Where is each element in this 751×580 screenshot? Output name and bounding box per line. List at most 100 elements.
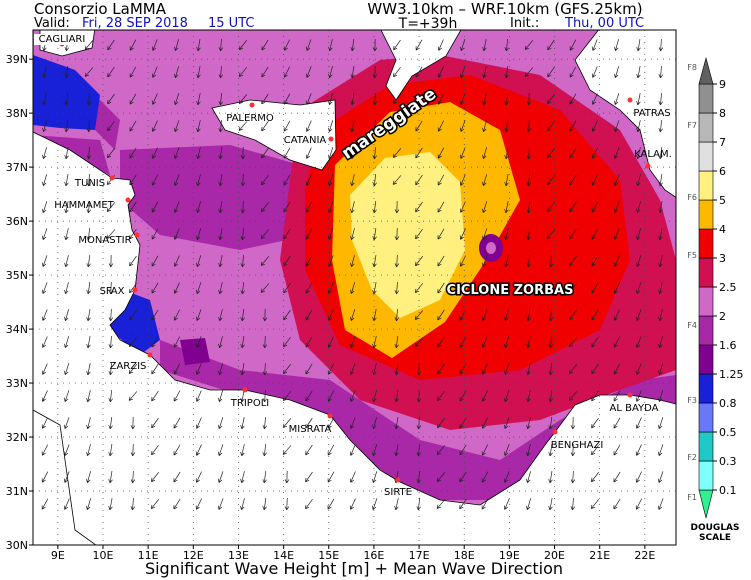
wave-arrow	[63, 498, 70, 510]
wave-arrow	[173, 363, 181, 375]
wave-arrow	[613, 255, 620, 267]
wave-arrow	[260, 202, 269, 213]
wave-arrow	[372, 65, 378, 79]
wave-arrow	[283, 39, 290, 51]
wave-arrow	[569, 228, 577, 240]
wave-arrow	[394, 498, 399, 511]
wave-arrow	[349, 498, 356, 510]
wave-arrow	[526, 92, 532, 106]
wave-arrow	[41, 471, 49, 483]
wave-arrow	[548, 498, 553, 511]
wave-arrow	[240, 281, 245, 295]
wave-arrow	[261, 174, 269, 186]
wave-arrow	[41, 417, 48, 429]
wave-arrow	[195, 498, 202, 510]
wave-arrow	[636, 309, 642, 321]
wave-arrow	[613, 444, 621, 456]
wave-zone	[350, 152, 465, 318]
wave-arrow	[372, 119, 378, 133]
wave-arrow	[151, 201, 159, 213]
wave-arrow	[481, 471, 489, 483]
wave-arrow	[658, 38, 664, 52]
wave-arrow	[262, 308, 268, 322]
wave-arrow	[173, 390, 181, 402]
wave-arrow	[350, 201, 355, 214]
wave-arrow	[613, 336, 620, 348]
wave-arrow	[350, 363, 356, 375]
wave-arrow	[262, 362, 268, 376]
wave-arrow	[282, 391, 292, 402]
wave-arrow	[415, 147, 423, 159]
wave-arrow	[173, 336, 180, 348]
wave-arrow	[436, 418, 445, 429]
wave-arrow	[481, 309, 488, 321]
wave-arrow	[107, 120, 115, 132]
wave-arrow	[240, 146, 246, 160]
city-marker	[645, 163, 651, 169]
wave-arrow	[481, 282, 488, 294]
wave-arrow	[107, 39, 115, 51]
africa	[33, 131, 676, 545]
wave-arrow	[548, 417, 553, 430]
city-label: CATANIA	[284, 135, 327, 146]
wave-arrow	[636, 93, 641, 106]
wave-arrow	[547, 39, 555, 51]
wave-arrow	[64, 174, 69, 187]
wave-arrow	[658, 390, 664, 402]
wave-arrow	[658, 363, 663, 376]
wave-arrow	[658, 336, 663, 349]
wave-arrow	[350, 309, 356, 321]
wave-arrow	[394, 308, 399, 322]
wave-zone	[160, 340, 676, 500]
wave-arrow	[658, 309, 663, 322]
colorbar-label: 7	[719, 136, 726, 149]
wave-arrow	[86, 92, 92, 106]
wave-arrow	[504, 93, 509, 106]
wave-arrow	[151, 228, 159, 240]
wave-arrow	[526, 336, 531, 349]
city-label: KALAM.	[634, 149, 672, 160]
wave-arrow	[129, 120, 137, 132]
city-label: PALERMO	[226, 113, 274, 124]
wave-arrow	[240, 498, 245, 511]
x-tick-label: 9E	[51, 549, 65, 562]
wave-arrow	[349, 390, 356, 402]
wave-arrow	[437, 390, 445, 402]
wave-arrow	[64, 336, 70, 348]
wave-arrow	[635, 390, 642, 402]
wave-zone	[95, 95, 120, 150]
wave-arrow	[64, 363, 70, 375]
wave-arrow	[569, 147, 577, 159]
wave-arrow	[614, 120, 620, 132]
valid-label: Valid:	[34, 16, 70, 31]
wave-arrow	[526, 390, 531, 403]
colorbar-band	[698, 141, 714, 172]
wave-arrow	[173, 201, 180, 213]
colorbar-label: 0.3	[719, 455, 737, 468]
colorbar-band	[698, 228, 714, 259]
colorbar: 0.1 0.3 0.5 0.8 1.25 1.6 2 2.5 3 4 5 6 7 8 9 F1 F2 F3 F4 F5…	[687, 56, 744, 519]
valid-date: Fri, 28 SEP 2018	[82, 16, 188, 31]
wave-arrow	[240, 336, 245, 349]
wave-arrow	[350, 120, 355, 133]
wave-arrow	[151, 444, 159, 456]
city-marker	[242, 387, 248, 393]
city-label: SIRTE	[384, 487, 412, 498]
wave-arrow	[64, 309, 69, 322]
wave-arrow	[481, 336, 488, 348]
y-tick-label: 37N	[6, 161, 28, 174]
wave-arrow	[196, 282, 202, 294]
wave-arrow	[437, 309, 445, 321]
wave-arrow	[350, 228, 355, 241]
wave-arrow	[393, 39, 401, 51]
wave-arrow	[658, 228, 663, 241]
wave-arrow	[394, 390, 399, 403]
wave-arrow	[196, 174, 201, 187]
wave-arrow	[305, 147, 312, 159]
wave-arrow	[261, 39, 269, 51]
wave-arrow	[218, 444, 224, 456]
wave-arrow	[613, 498, 621, 510]
wave-arrow	[547, 120, 555, 132]
wave-arrow	[658, 201, 663, 214]
douglas-label: F3	[687, 396, 697, 405]
